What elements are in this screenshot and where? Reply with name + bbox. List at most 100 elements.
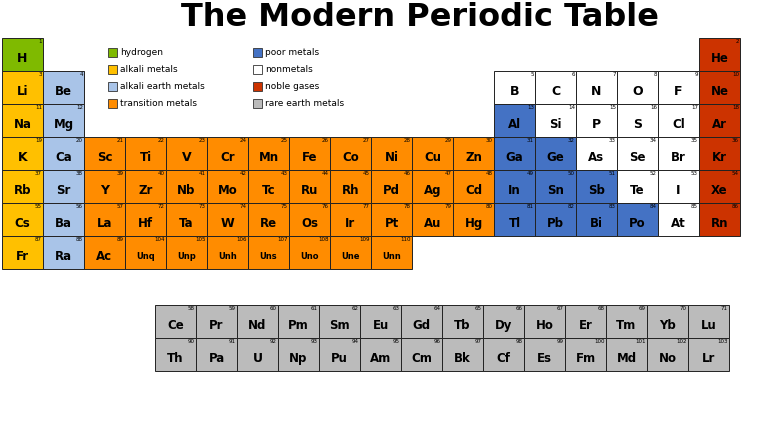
Bar — [494, 203, 535, 236]
Text: 71: 71 — [721, 306, 728, 311]
Text: Sr: Sr — [56, 184, 71, 197]
Bar — [699, 137, 740, 170]
Text: 22: 22 — [158, 138, 165, 143]
Bar — [108, 65, 117, 74]
Text: 93: 93 — [311, 339, 318, 344]
Bar — [360, 305, 401, 338]
Bar — [617, 170, 658, 203]
Text: noble gases: noble gases — [265, 82, 319, 91]
Text: alkali metals: alkali metals — [120, 65, 178, 74]
Text: 95: 95 — [393, 339, 400, 344]
Bar — [166, 170, 207, 203]
Text: 55: 55 — [35, 204, 42, 209]
Bar — [289, 203, 330, 236]
Text: 32: 32 — [568, 138, 575, 143]
Text: 43: 43 — [281, 171, 288, 176]
Text: 15: 15 — [609, 105, 616, 110]
Text: Zr: Zr — [138, 184, 153, 197]
Bar — [453, 203, 494, 236]
Text: Ni: Ni — [385, 151, 399, 164]
Text: 91: 91 — [229, 339, 236, 344]
Bar — [319, 338, 360, 371]
Text: 78: 78 — [404, 204, 411, 209]
Bar — [330, 236, 371, 269]
Text: 48: 48 — [486, 171, 493, 176]
Text: Pm: Pm — [288, 319, 309, 332]
Bar — [108, 48, 117, 57]
Text: Ra: Ra — [55, 250, 72, 263]
Bar — [494, 170, 535, 203]
Text: 69: 69 — [639, 306, 646, 311]
Text: Co: Co — [342, 151, 359, 164]
Text: 65: 65 — [475, 306, 482, 311]
Bar — [43, 236, 84, 269]
Bar — [617, 203, 658, 236]
Text: Ac: Ac — [96, 250, 113, 263]
Text: Br: Br — [671, 151, 686, 164]
Bar — [524, 305, 565, 338]
Text: Dy: Dy — [495, 319, 512, 332]
Text: Pu: Pu — [331, 352, 348, 365]
Text: 44: 44 — [322, 171, 329, 176]
Text: 34: 34 — [650, 138, 657, 143]
Bar — [125, 137, 166, 170]
Bar — [207, 170, 248, 203]
Text: 35: 35 — [691, 138, 698, 143]
Bar — [699, 71, 740, 104]
Text: Ir: Ir — [345, 217, 356, 230]
Bar — [125, 170, 166, 203]
Text: F: F — [674, 85, 683, 98]
Bar — [108, 99, 117, 108]
Text: Yb: Yb — [659, 319, 676, 332]
Text: Be: Be — [55, 85, 72, 98]
Text: Re: Re — [260, 217, 277, 230]
Bar — [576, 137, 617, 170]
Text: 13: 13 — [527, 105, 534, 110]
Bar — [289, 170, 330, 203]
Text: nonmetals: nonmetals — [265, 65, 313, 74]
Text: 46: 46 — [404, 171, 411, 176]
Text: hydrogen: hydrogen — [120, 48, 163, 57]
Text: poor metals: poor metals — [265, 48, 319, 57]
Text: Ce: Ce — [167, 319, 184, 332]
Text: Lr: Lr — [702, 352, 715, 365]
Text: 58: 58 — [188, 306, 195, 311]
Bar — [253, 99, 262, 108]
Text: 57: 57 — [117, 204, 124, 209]
Text: Ho: Ho — [535, 319, 553, 332]
Bar — [166, 236, 207, 269]
Text: 41: 41 — [199, 171, 206, 176]
Text: 9: 9 — [695, 72, 698, 77]
Text: 31: 31 — [527, 138, 534, 143]
Bar — [617, 137, 658, 170]
Text: 86: 86 — [732, 204, 739, 209]
Bar — [576, 104, 617, 137]
Bar — [401, 305, 442, 338]
Bar — [253, 48, 262, 57]
Text: Tm: Tm — [616, 319, 636, 332]
Text: 67: 67 — [557, 306, 564, 311]
Text: Unq: Unq — [136, 252, 155, 261]
Bar — [483, 338, 524, 371]
Bar — [360, 338, 401, 371]
Bar — [658, 71, 699, 104]
Text: 10: 10 — [732, 72, 739, 77]
Bar — [278, 338, 319, 371]
Text: 76: 76 — [322, 204, 329, 209]
Text: 16: 16 — [650, 105, 657, 110]
Bar — [401, 338, 442, 371]
Text: 97: 97 — [475, 339, 482, 344]
Bar — [699, 203, 740, 236]
Text: Te: Te — [630, 184, 645, 197]
Text: N: N — [591, 85, 601, 98]
Text: 45: 45 — [363, 171, 370, 176]
Text: 21: 21 — [117, 138, 124, 143]
Text: As: As — [588, 151, 605, 164]
Text: Mo: Mo — [218, 184, 238, 197]
Bar — [43, 104, 84, 137]
Bar — [576, 170, 617, 203]
Bar — [483, 305, 524, 338]
Text: 4: 4 — [79, 72, 83, 77]
Bar — [606, 338, 647, 371]
Bar — [253, 82, 262, 91]
